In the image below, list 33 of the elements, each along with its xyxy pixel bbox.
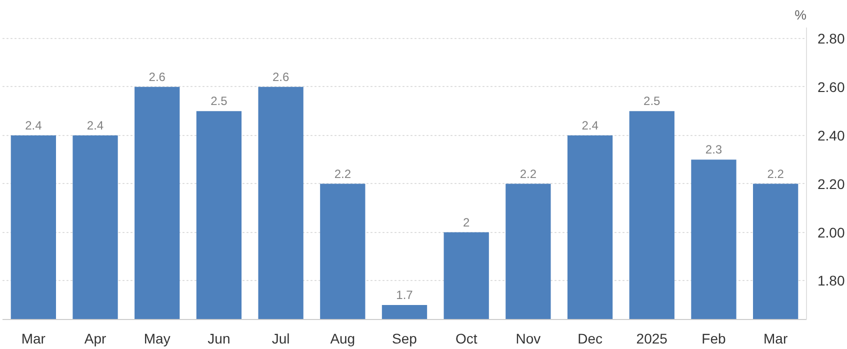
- data-label: 2.4: [25, 118, 42, 132]
- x-tick-label: 2025: [636, 330, 668, 346]
- x-tick-label: Aug: [330, 330, 356, 346]
- y-tick-label: 2.40: [818, 127, 845, 144]
- data-label: 2: [463, 215, 470, 230]
- y-axis-title: %: [794, 8, 807, 22]
- y-tick-label: 2.80: [818, 30, 845, 46]
- x-tick-label: Dec: [578, 330, 602, 346]
- y-tick-label: 1.80: [818, 272, 845, 289]
- x-tick-label: Mar: [21, 330, 46, 346]
- data-label: 2.6: [148, 70, 166, 84]
- x-tick-label: Oct: [455, 330, 478, 346]
- data-label: 2.2: [334, 166, 352, 181]
- y-tick-label: 2.00: [818, 224, 845, 240]
- x-tick-label: May: [144, 330, 170, 346]
- y-tick-label: 2.20: [818, 176, 845, 192]
- data-label: 2.5: [644, 94, 661, 108]
- x-tick-label: Mar: [764, 330, 788, 346]
- x-tick-label: Apr: [84, 330, 106, 346]
- data-label: 2.4: [86, 118, 104, 132]
- data-label: 2.2: [767, 166, 784, 181]
- data-label: 2.3: [705, 142, 722, 157]
- y-tick-label: 2.60: [818, 78, 845, 95]
- x-tick-label: Jun: [208, 330, 230, 346]
- x-tick-label: Feb: [702, 330, 726, 346]
- x-tick-label: Jul: [272, 330, 290, 346]
- data-label: 1.7: [396, 288, 414, 302]
- data-label: 2.5: [210, 94, 228, 108]
- data-label: 2.6: [272, 70, 290, 84]
- x-tick-label: Nov: [516, 330, 541, 346]
- x-tick-label: Sep: [392, 330, 418, 346]
- data-label: 2.4: [582, 118, 599, 132]
- data-label: 2.2: [520, 166, 537, 181]
